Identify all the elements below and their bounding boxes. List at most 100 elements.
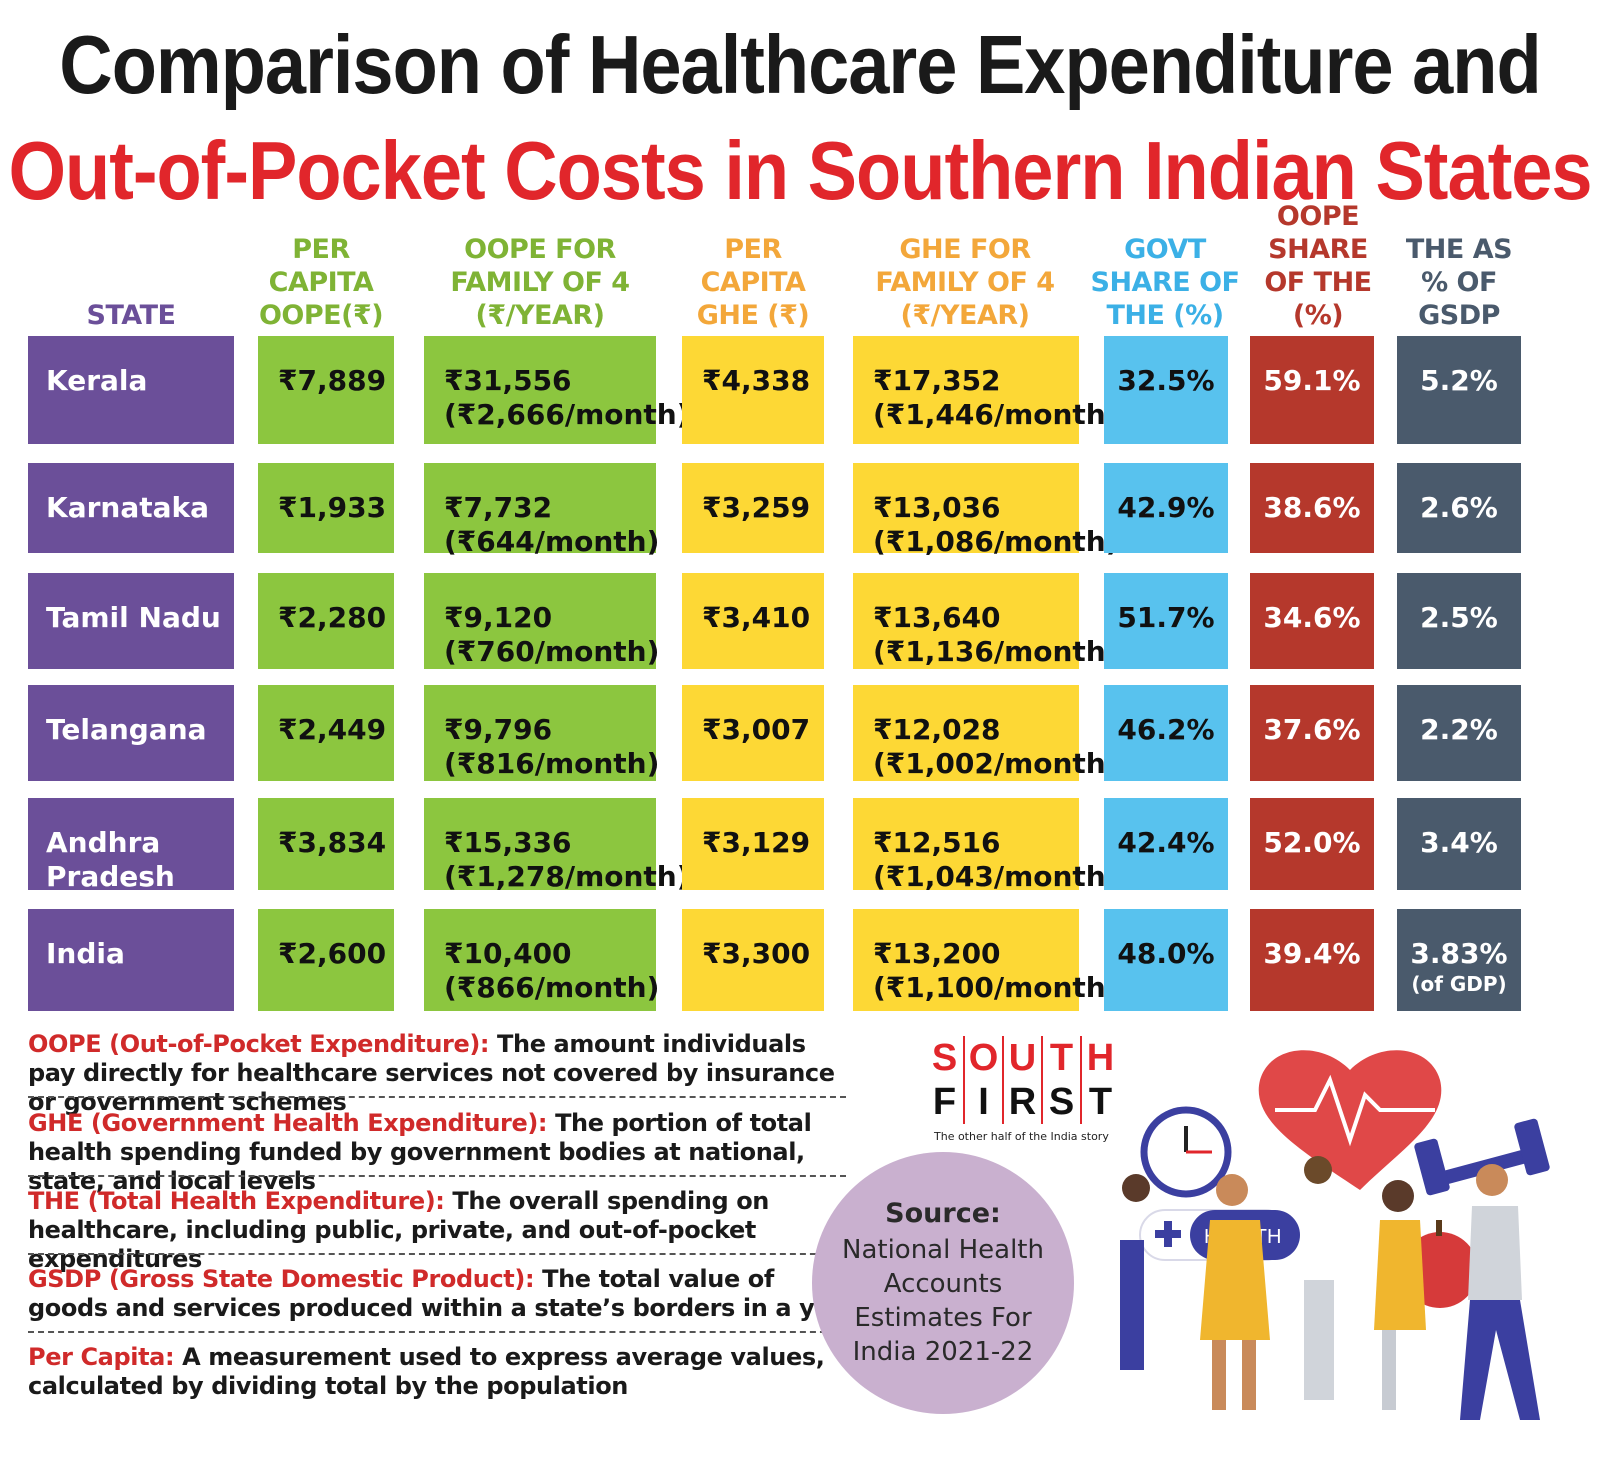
cell-fam-oope-sub: (₹816/month) (444, 747, 660, 780)
cell-fam-oope-value: ₹15,336 (444, 826, 572, 859)
cell-fam-ghe-value: ₹12,028 (873, 713, 1001, 746)
cell-fam-ghe-sub: (₹1,446/month) (873, 398, 1119, 431)
cell-govt-share-value: 51.7% (1117, 601, 1215, 634)
cell-the-gsdp: 3.83% (of GDP) (1397, 909, 1521, 1011)
cell-state-value: Karnataka (46, 491, 210, 524)
cell-govt-share: 42.4% (1104, 798, 1228, 890)
cell-govt-share-value: 32.5% (1117, 364, 1215, 397)
definition-divider (28, 1096, 846, 1098)
cell-pc-ghe: ₹3,259 (682, 463, 824, 553)
definition-item: GSDP (Gross State Domestic Product): The… (28, 1265, 858, 1323)
header-per-capita-ghe: PER CAPITA GHE (₹) (696, 234, 810, 331)
cell-pc-oope: ₹2,449 (258, 685, 394, 781)
cell-fam-oope: ₹10,400 (₹866/month) (424, 909, 660, 1011)
cell-fam-oope: ₹9,120 (₹760/month) (424, 573, 660, 669)
cell-fam-oope: ₹7,732 (₹644/month) (424, 463, 659, 558)
cell-state: India (28, 909, 234, 1011)
page-title-line2: Out-of-Pocket Costs in Southern Indian S… (8, 124, 1592, 217)
cell-fam-ghe-value: ₹13,036 (873, 491, 1001, 524)
cell-fam-ghe-sub: (₹1,043/month) (873, 860, 1119, 893)
cell-pc-oope-value: ₹1,933 (278, 491, 387, 524)
cell-oope-share: 59.1% (1250, 336, 1374, 444)
cell-govt-share-value: 42.9% (1117, 491, 1215, 524)
logo-letter: I (965, 1080, 1004, 1124)
cell-pc-oope: ₹2,280 (258, 573, 394, 669)
logo-letter: U (1004, 1036, 1043, 1080)
cell-oope-share-value: 38.6% (1263, 491, 1361, 524)
cell-pc-oope-value: ₹2,449 (278, 713, 387, 746)
cell-govt-share-value: 46.2% (1117, 713, 1215, 746)
definition-text: A measurement used to express average va… (28, 1343, 825, 1400)
definition-divider (28, 1253, 846, 1255)
logo-letter: S (1043, 1080, 1082, 1124)
cell-fam-ghe: ₹12,516 (₹1,043/month) (853, 798, 1119, 893)
cell-fam-ghe-sub: (₹1,086/month) (873, 525, 1119, 558)
cell-the-gsdp-value: 2.2% (1420, 713, 1498, 746)
cell-pc-oope-value: ₹7,889 (278, 364, 387, 397)
cell-pc-ghe-value: ₹3,300 (702, 937, 811, 970)
definition-item: OOPE (Out-of-Pocket Expenditure): The am… (28, 1030, 858, 1117)
cell-pc-ghe: ₹3,300 (682, 909, 824, 1011)
cell-pc-oope: ₹3,834 (258, 798, 394, 890)
cell-fam-ghe: ₹13,200 (₹1,100/month) (853, 909, 1119, 1011)
cell-the-gsdp-sub: (of GDP) (1411, 972, 1507, 996)
cell-fam-ghe: ₹13,036 (₹1,086/month) (853, 463, 1119, 558)
header-oope-share: OOPE SHARE OF THE (%) (1264, 201, 1372, 331)
definition-divider (28, 1175, 846, 1177)
cell-the-gsdp: 2.6% (1397, 463, 1521, 553)
definition-text: The overall spending on healthcare, incl… (28, 1187, 769, 1273)
cell-fam-oope: ₹15,336 (₹1,278/month) (424, 798, 690, 893)
source-text: National Health Accounts Estimates For I… (842, 1234, 1044, 1367)
cell-fam-ghe-value: ₹13,200 (873, 937, 1001, 970)
logo-letter: H (1086, 1037, 1115, 1079)
cell-govt-share: 46.2% (1104, 685, 1228, 781)
cell-fam-oope-value: ₹9,120 (444, 601, 553, 634)
cell-fam-ghe: ₹13,640 (₹1,136/month) (853, 573, 1119, 669)
cell-fam-oope-value: ₹9,796 (444, 713, 553, 746)
page-title-line1: Comparison of Healthcare Expenditure and (59, 18, 1541, 111)
cell-pc-ghe-value: ₹4,338 (702, 364, 811, 397)
cell-the-gsdp: 2.2% (1397, 685, 1521, 781)
cell-pc-ghe: ₹3,007 (682, 685, 824, 781)
definition-text: The amount individuals pay directly for … (28, 1030, 835, 1116)
cell-govt-share: 32.5% (1104, 336, 1228, 444)
cell-state-value: India (46, 937, 125, 970)
cell-state-value: Andhra Pradesh (46, 826, 175, 893)
cell-fam-oope-sub: (₹760/month) (444, 635, 660, 668)
definition-item: THE (Total Health Expenditure): The over… (28, 1187, 858, 1274)
logo-letter: R (1004, 1080, 1043, 1124)
cell-fam-ghe-sub: (₹1,136/month) (873, 635, 1119, 668)
definition-divider (28, 1331, 846, 1333)
cell-state: Telangana (28, 685, 234, 781)
logo-tagline: The other half of the India story (934, 1130, 1109, 1143)
cell-the-gsdp-value: 3.4% (1420, 826, 1498, 859)
source-badge: Source: National Health Accounts Estimat… (812, 1152, 1074, 1414)
cell-fam-oope-sub: (₹866/month) (444, 971, 660, 1004)
health-illustration: HEALTH (1120, 1050, 1550, 1420)
cell-fam-oope-sub: (₹644/month) (444, 525, 660, 558)
definition-term: Per Capita: (28, 1343, 175, 1371)
cell-pc-oope-value: ₹2,600 (278, 937, 387, 970)
cell-pc-oope-value: ₹2,280 (278, 601, 387, 634)
cell-state: Tamil Nadu (28, 573, 234, 669)
cell-state: Andhra Pradesh (28, 798, 234, 893)
header-the-gsdp: THE AS % OF GSDP (1405, 234, 1513, 331)
definition-term: OOPE (Out-of-Pocket Expenditure): (28, 1030, 490, 1058)
cell-the-gsdp-value: 5.2% (1420, 364, 1498, 397)
cell-fam-ghe: ₹12,028 (₹1,002/month) (853, 685, 1119, 781)
logo-letter: S (926, 1036, 965, 1080)
cell-pc-ghe: ₹3,410 (682, 573, 824, 669)
heart-pulse-icon (1258, 1050, 1442, 1190)
cell-the-gsdp-value: 2.5% (1420, 601, 1498, 634)
cell-pc-ghe-value: ₹3,007 (702, 713, 811, 746)
logo-letter: T (1088, 1081, 1113, 1123)
cell-pc-ghe-value: ₹3,410 (702, 601, 811, 634)
cell-the-gsdp-value: 2.6% (1420, 491, 1498, 524)
cell-oope-share: 34.6% (1250, 573, 1374, 669)
cell-pc-ghe: ₹4,338 (682, 336, 824, 444)
cell-oope-share-value: 39.4% (1263, 937, 1361, 970)
cell-govt-share: 51.7% (1104, 573, 1228, 669)
cell-oope-share: 37.6% (1250, 685, 1374, 781)
